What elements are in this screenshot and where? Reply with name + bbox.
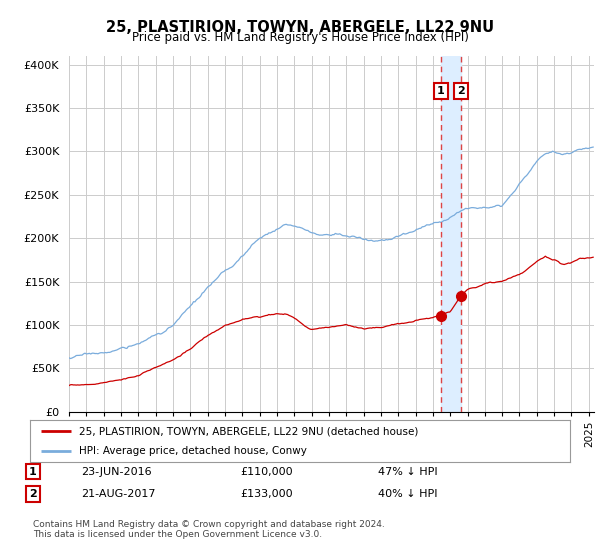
Text: 25, PLASTIRION, TOWYN, ABERGELE, LL22 9NU (detached house): 25, PLASTIRION, TOWYN, ABERGELE, LL22 9N… — [79, 426, 418, 436]
Text: £110,000: £110,000 — [240, 466, 293, 477]
Text: 47% ↓ HPI: 47% ↓ HPI — [378, 466, 437, 477]
Text: HPI: Average price, detached house, Conwy: HPI: Average price, detached house, Conw… — [79, 446, 307, 456]
Text: 1: 1 — [437, 86, 445, 96]
Text: 2: 2 — [29, 489, 37, 499]
Bar — [441, 56, 461, 412]
Text: 2: 2 — [457, 86, 465, 96]
Text: Contains HM Land Registry data © Crown copyright and database right 2024.
This d: Contains HM Land Registry data © Crown c… — [33, 520, 385, 539]
Text: 25, PLASTIRION, TOWYN, ABERGELE, LL22 9NU: 25, PLASTIRION, TOWYN, ABERGELE, LL22 9N… — [106, 20, 494, 35]
Text: Price paid vs. HM Land Registry's House Price Index (HPI): Price paid vs. HM Land Registry's House … — [131, 31, 469, 44]
Text: 21-AUG-2017: 21-AUG-2017 — [81, 489, 155, 499]
Text: 1: 1 — [29, 466, 37, 477]
Text: 23-JUN-2016: 23-JUN-2016 — [81, 466, 152, 477]
Text: £133,000: £133,000 — [240, 489, 293, 499]
Text: 40% ↓ HPI: 40% ↓ HPI — [378, 489, 437, 499]
